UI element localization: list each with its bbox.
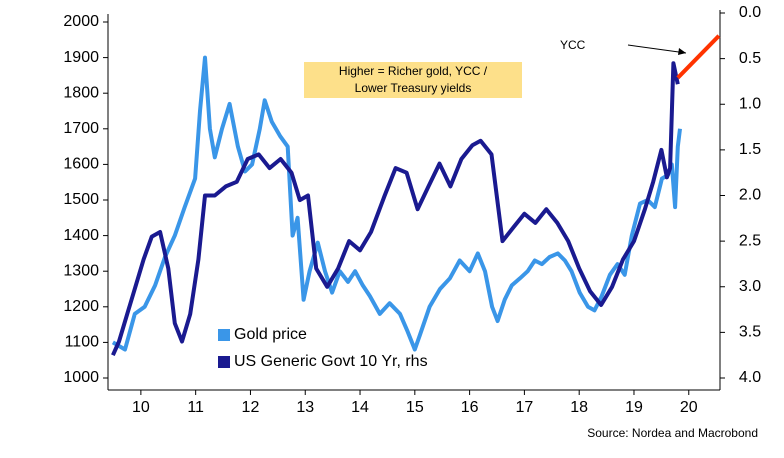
projection-line bbox=[676, 34, 721, 80]
y2-tick-label: 0.5 bbox=[739, 50, 761, 67]
legend-swatch bbox=[218, 329, 230, 341]
legend-swatch bbox=[218, 356, 230, 368]
legend-label: US Generic Govt 10 Yr, rhs bbox=[234, 353, 428, 370]
annotation-line: Lower Treasury yields bbox=[355, 81, 472, 95]
y2-tick-label: 2.5 bbox=[739, 232, 761, 249]
y-tick-label: 1400 bbox=[63, 227, 99, 244]
x-tick-label: 15 bbox=[406, 399, 424, 416]
y2-tick-label: 3.0 bbox=[739, 278, 761, 295]
x-tick-label: 11 bbox=[187, 399, 204, 416]
y-tick-label: 2000 bbox=[63, 13, 99, 30]
y-tick-label: 1600 bbox=[63, 156, 99, 173]
y2-tick-label: 2.0 bbox=[739, 187, 761, 204]
y2-tick-label: 0.0 bbox=[739, 4, 761, 21]
x-tick-label: 12 bbox=[242, 399, 260, 416]
source: Source: Nordea and Macrobond bbox=[587, 426, 758, 440]
y-tick-label: 1100 bbox=[65, 334, 100, 351]
callout-arrowhead bbox=[678, 48, 686, 55]
x-tick-label: 17 bbox=[516, 399, 534, 416]
y2-tick-label: 1.0 bbox=[739, 95, 761, 112]
series-line bbox=[111, 61, 680, 357]
x-tick-label: 10 bbox=[132, 399, 150, 416]
y-tick-label: 1000 bbox=[63, 369, 99, 386]
y2-tick-label: 1.5 bbox=[739, 141, 761, 158]
x-tick-label: 13 bbox=[296, 399, 314, 416]
y-tick-label: 1800 bbox=[63, 84, 99, 101]
y-tick-label: 1300 bbox=[63, 262, 99, 279]
x-tick-label: 19 bbox=[625, 399, 643, 416]
x-tick-label: 20 bbox=[680, 399, 698, 416]
y-tick-label: 1700 bbox=[63, 120, 99, 137]
annotation-line: Higher = Richer gold, YCC / bbox=[339, 64, 488, 78]
x-tick-label: 16 bbox=[461, 399, 479, 416]
y2-tick-label: 3.5 bbox=[739, 324, 761, 341]
y2-tick-label: 4.0 bbox=[739, 369, 761, 386]
legend-label: Gold price bbox=[234, 326, 307, 343]
callout: YCC bbox=[560, 38, 586, 52]
y-tick-label: 1200 bbox=[63, 298, 99, 315]
x-tick-label: 18 bbox=[570, 399, 588, 416]
y-tick-label: 1900 bbox=[63, 49, 99, 66]
x-tick-label: 14 bbox=[351, 399, 369, 416]
series-line bbox=[111, 55, 682, 352]
callout-arrow bbox=[627, 44, 687, 54]
y-tick-label: 1500 bbox=[63, 191, 99, 208]
annotation-box bbox=[304, 62, 522, 98]
